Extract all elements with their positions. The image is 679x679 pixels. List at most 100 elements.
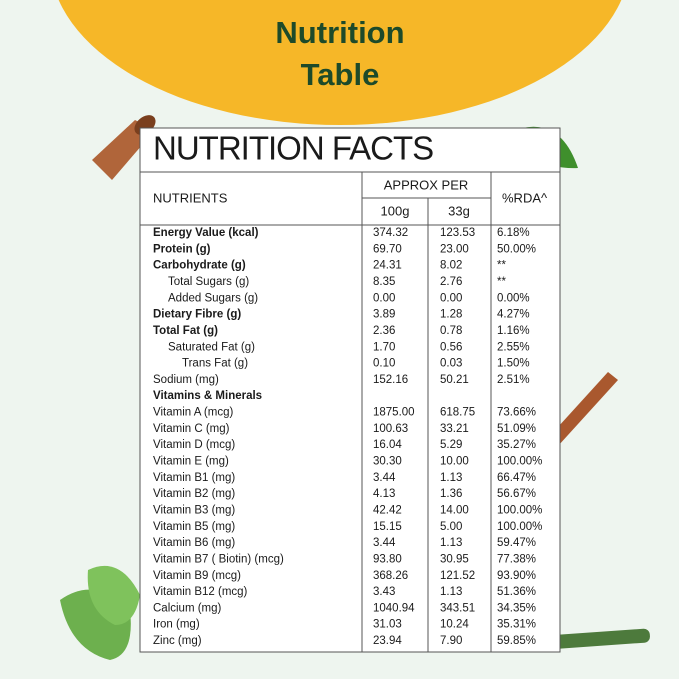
nutrient-value: 14.00 bbox=[440, 504, 469, 516]
nutrient-value: 2.55% bbox=[497, 341, 530, 353]
nutrient-value: 1875.00 bbox=[373, 407, 415, 419]
cinnamon-right bbox=[548, 372, 618, 446]
nutrient-value: 100.00% bbox=[497, 504, 542, 516]
nutrient-name: Total Fat (g) bbox=[153, 325, 218, 337]
nutrient-value: 30.95 bbox=[440, 553, 469, 565]
nutrient-value: 8.35 bbox=[373, 276, 395, 288]
nutrient-value: 10.24 bbox=[440, 619, 469, 631]
nutrient-value: 59.47% bbox=[497, 537, 536, 549]
nutrient-value: 31.03 bbox=[373, 619, 402, 631]
nutrient-value: 5.29 bbox=[440, 439, 462, 451]
page-title: Table bbox=[301, 57, 380, 92]
nutrient-value: 123.53 bbox=[440, 227, 475, 239]
nutrient-value: 77.38% bbox=[497, 553, 536, 565]
nutrient-value: 24.31 bbox=[373, 260, 402, 272]
nutrient-value: 152.16 bbox=[373, 374, 408, 386]
nutrient-value: 23.00 bbox=[440, 243, 469, 255]
nutrient-value: 33.21 bbox=[440, 423, 469, 435]
nutrient-value: 8.02 bbox=[440, 260, 462, 272]
column-header: %RDA^ bbox=[502, 190, 548, 205]
nutrient-value: 42.42 bbox=[373, 504, 402, 516]
nutrient-value: 374.32 bbox=[373, 227, 408, 239]
nutrient-value: 121.52 bbox=[440, 570, 475, 582]
nutrient-name: Vitamin B12 (mcg) bbox=[153, 586, 248, 598]
nutrient-name: Trans Fat (g) bbox=[182, 358, 248, 370]
nutrient-value: 51.36% bbox=[497, 586, 536, 598]
nutrient-value: 4.27% bbox=[497, 309, 530, 321]
nutrient-value: 1.70 bbox=[373, 341, 395, 353]
nutrient-name: Vitamin A (mcg) bbox=[153, 407, 233, 419]
nutrient-value: 0.56 bbox=[440, 341, 462, 353]
nutrient-value: 1.16% bbox=[497, 325, 530, 337]
nutrient-value: 1.13 bbox=[440, 537, 462, 549]
nutrient-value: 35.31% bbox=[497, 619, 536, 631]
nutrient-name: Zinc (mg) bbox=[153, 635, 202, 647]
nutrient-name: Energy Value (kcal) bbox=[153, 227, 259, 239]
sun-shape bbox=[58, 0, 622, 125]
nutrient-value: 10.00 bbox=[440, 456, 469, 468]
nutrient-name: Vitamin B5 (mg) bbox=[153, 521, 235, 533]
nutrient-value: 69.70 bbox=[373, 243, 402, 255]
nutrient-value: 618.75 bbox=[440, 407, 475, 419]
nutrient-value: 0.78 bbox=[440, 325, 462, 337]
nutrient-value: 66.47% bbox=[497, 472, 536, 484]
nutrient-value: 15.15 bbox=[373, 521, 402, 533]
column-header: 100g bbox=[381, 203, 410, 218]
nutrient-name: Carbohydrate (g) bbox=[153, 260, 246, 272]
nutrient-value: 100.63 bbox=[373, 423, 408, 435]
nutrient-value: 1.50% bbox=[497, 358, 530, 370]
nutrient-name: Total Sugars (g) bbox=[168, 276, 249, 288]
nutrient-value: 3.89 bbox=[373, 309, 395, 321]
nutrient-value: 1.13 bbox=[440, 586, 462, 598]
nutrient-name: Vitamin B1 (mg) bbox=[153, 472, 235, 484]
nutrient-value: 7.90 bbox=[440, 635, 462, 647]
mint-leaf bbox=[87, 565, 140, 625]
nutrient-value: 59.85% bbox=[497, 635, 536, 647]
nutrient-name: Saturated Fat (g) bbox=[168, 341, 255, 353]
nutrient-value: 50.00% bbox=[497, 243, 536, 255]
nutrient-value: 34.35% bbox=[497, 602, 536, 614]
nutrient-value: ** bbox=[497, 276, 506, 288]
nutrient-name: Vitamin D (mcg) bbox=[153, 439, 235, 451]
nutrient-value: 1040.94 bbox=[373, 602, 415, 614]
nutrient-value: 0.00 bbox=[440, 292, 462, 304]
nutrient-name: Vitamin B2 (mg) bbox=[153, 488, 235, 500]
nutrient-value: 56.67% bbox=[497, 488, 536, 500]
nutrient-value: 16.04 bbox=[373, 439, 402, 451]
nutrient-value: 0.00% bbox=[497, 292, 530, 304]
nutrient-value: 6.18% bbox=[497, 227, 530, 239]
nutrient-value: 3.43 bbox=[373, 586, 395, 598]
column-header: NUTRIENTS bbox=[153, 190, 228, 205]
nutrient-value: 1.28 bbox=[440, 309, 462, 321]
nutrient-value: 3.44 bbox=[373, 537, 396, 549]
nutrient-value: 2.76 bbox=[440, 276, 462, 288]
nutrient-value: 30.30 bbox=[373, 456, 402, 468]
nutrient-value: 100.00% bbox=[497, 456, 542, 468]
table-title: NUTRITION FACTS bbox=[153, 130, 433, 167]
nutrient-name: Vitamin B6 (mg) bbox=[153, 537, 235, 549]
nutrient-value: 1.13 bbox=[440, 472, 462, 484]
nutrient-value: 2.51% bbox=[497, 374, 530, 386]
nutrient-name: Iron (mg) bbox=[153, 619, 200, 631]
nutrient-name: Sodium (mg) bbox=[153, 374, 219, 386]
nutrient-value: 0.00 bbox=[373, 292, 395, 304]
nutrient-value: 368.26 bbox=[373, 570, 408, 582]
nutrient-value: 343.51 bbox=[440, 602, 475, 614]
column-header: 33g bbox=[448, 203, 470, 218]
table-frame bbox=[139, 127, 561, 653]
nutrient-value: 1.36 bbox=[440, 488, 462, 500]
nutrient-value: 0.03 bbox=[440, 358, 462, 370]
nutrient-value: 93.90% bbox=[497, 570, 536, 582]
nutrient-name: Vitamin B7 ( Biotin) (mcg) bbox=[153, 553, 284, 565]
nutrient-name: Protein (g) bbox=[153, 243, 211, 255]
column-header: APPROX PER bbox=[384, 177, 469, 192]
herb-stick bbox=[545, 628, 650, 650]
nutrient-name: Vitamin B9 (mcg) bbox=[153, 570, 241, 582]
nutrient-name: Vitamin E (mg) bbox=[153, 456, 229, 468]
nutrient-value: 73.66% bbox=[497, 407, 536, 419]
nutrient-name: Vitamin C (mg) bbox=[153, 423, 230, 435]
nutrient-name: Added Sugars (g) bbox=[168, 292, 258, 304]
nutrient-name: Calcium (mg) bbox=[153, 602, 222, 614]
nutrient-value: 23.94 bbox=[373, 635, 402, 647]
